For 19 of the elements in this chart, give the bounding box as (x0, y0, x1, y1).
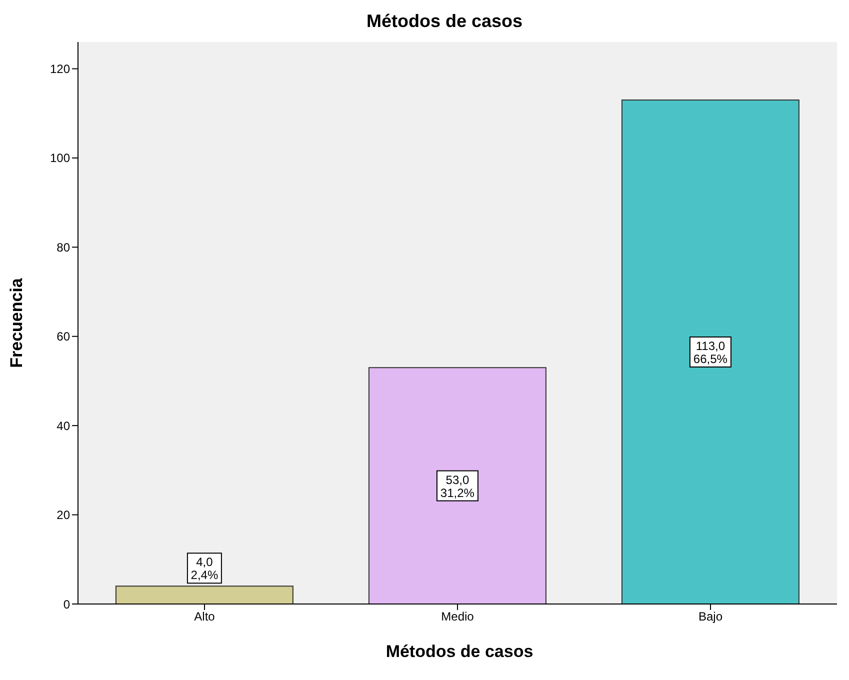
x-axis-title: Métodos de casos (384, 642, 534, 662)
y-tick-label: 60 (56, 330, 70, 344)
data-label: 113,0 66,5% (693, 338, 728, 366)
x-tick-label: Alto (194, 610, 216, 624)
y-tick-label: 0 (63, 597, 70, 612)
data-label: 53,0 31,2% (440, 472, 475, 500)
bar (368, 367, 546, 604)
data-label: 4,0 2,4% (190, 555, 218, 582)
bar (115, 586, 294, 604)
y-axis-title: Frecuencia (7, 278, 26, 368)
bar (621, 99, 800, 604)
y-tick-label: 80 (56, 240, 70, 254)
x-tick-label: Bajo (698, 610, 723, 624)
y-tick-label: 20 (56, 508, 70, 522)
x-tick-label: Medio (441, 610, 474, 624)
y-tick-label: 100 (50, 151, 70, 166)
y-tick-label: 120 (50, 62, 70, 76)
y-tick-label: 40 (56, 418, 70, 433)
chart-title: Métodos de casos (365, 10, 524, 33)
